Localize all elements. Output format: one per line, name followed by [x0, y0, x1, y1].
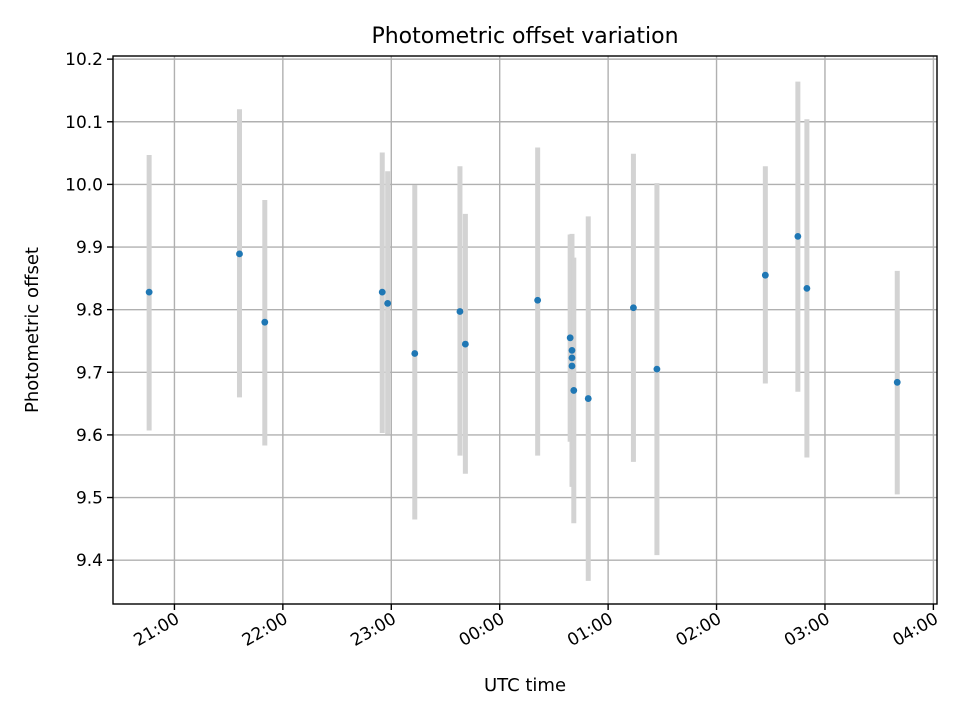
data-point	[570, 387, 578, 394]
y-tick-label: 9.5	[76, 489, 103, 509]
x-tick-label: 04:00	[889, 609, 941, 651]
x-axis-label: UTC time	[484, 675, 566, 696]
x-tick-label: 23:00	[347, 609, 399, 651]
y-tick-label: 9.6	[76, 426, 103, 446]
data-point	[568, 354, 576, 362]
data-point	[461, 340, 469, 348]
data-point	[236, 250, 243, 258]
y-axis-label: Photometric offset	[22, 247, 43, 413]
data-point	[568, 346, 576, 354]
y-tick-label: 9.9	[76, 238, 103, 258]
data-point	[566, 334, 574, 342]
x-tick-label: 21:00	[131, 609, 183, 651]
x-tick-label: 22:00	[239, 609, 291, 651]
data-point	[653, 365, 661, 373]
data-points	[145, 232, 901, 402]
data-point	[534, 296, 542, 304]
grid	[113, 56, 937, 604]
y-tick-label: 10.1	[65, 113, 103, 133]
plot-frame	[112, 55, 938, 605]
data-point	[803, 284, 811, 292]
chart-title: Photometric offset variation	[371, 24, 678, 49]
data-point	[145, 288, 153, 296]
data-point	[378, 288, 386, 296]
data-point	[411, 350, 419, 357]
data-point	[794, 232, 802, 240]
error-bars	[146, 81, 900, 581]
y-tick-label: 10.2	[65, 50, 103, 70]
x-tick-label: 00:00	[456, 609, 508, 651]
x-tick-label: 03:00	[781, 609, 833, 651]
data-point	[630, 304, 637, 312]
x-tick-label: 02:00	[673, 609, 725, 651]
data-point	[584, 395, 592, 402]
data-point	[761, 271, 769, 279]
data-point	[456, 308, 464, 315]
data-point	[893, 378, 901, 386]
y-tick-label: 9.7	[76, 363, 103, 383]
data-point	[568, 362, 576, 370]
x-tick-label: 01:00	[564, 609, 616, 651]
y-tick-label: 10.0	[65, 175, 103, 195]
y-tick-label: 9.4	[76, 551, 103, 571]
data-point	[384, 299, 392, 307]
data-point	[261, 318, 269, 326]
y-tick-label: 9.8	[76, 301, 103, 321]
